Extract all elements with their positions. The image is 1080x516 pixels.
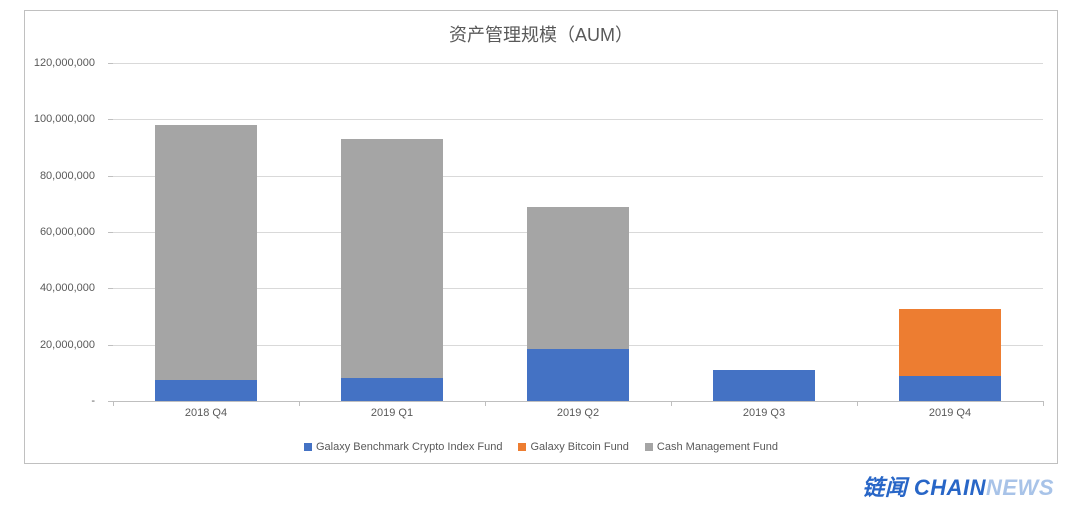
x-axis-label: 2019 Q3 xyxy=(743,407,785,419)
gridline xyxy=(113,401,1043,402)
y-tick xyxy=(108,63,113,64)
watermark-chainnews: 链闻 CHAINNEWS xyxy=(862,470,1054,502)
plot-area: -20,000,00040,000,00060,000,00080,000,00… xyxy=(113,63,1043,401)
bar-segment xyxy=(155,125,257,380)
y-axis-label: 100,000,000 xyxy=(15,113,95,125)
y-axis-label: 120,000,000 xyxy=(15,57,95,69)
bar-2019-Q2 xyxy=(527,207,629,401)
legend-swatch xyxy=(304,443,312,451)
gridline xyxy=(113,63,1043,64)
legend: Galaxy Benchmark Crypto Index Fund Galaxy… xyxy=(25,441,1057,453)
watermark-en1: CHAIN xyxy=(914,475,986,500)
bar-segment xyxy=(155,380,257,401)
bar-2019-Q1 xyxy=(341,139,443,401)
x-axis-label: 2019 Q1 xyxy=(371,407,413,419)
bar-2019-Q4 xyxy=(899,309,1001,401)
chart-title: 资产管理规模（AUM） xyxy=(25,11,1057,53)
y-tick xyxy=(108,176,113,177)
y-axis-label: - xyxy=(15,395,95,407)
y-axis-label: 20,000,000 xyxy=(15,339,95,351)
x-axis-label: 2018 Q4 xyxy=(185,407,227,419)
x-tick xyxy=(1043,401,1044,406)
legend-item: Galaxy Benchmark Crypto Index Fund xyxy=(304,441,502,453)
bar-segment xyxy=(341,139,443,378)
bar-2019-Q3 xyxy=(713,370,815,401)
x-axis-label: 2019 Q4 xyxy=(929,407,971,419)
y-axis-label: 40,000,000 xyxy=(15,282,95,294)
legend-label: Galaxy Benchmark Crypto Index Fund xyxy=(316,441,502,453)
aum-chart: 资产管理规模（AUM） -20,000,00040,000,00060,000,… xyxy=(24,10,1058,464)
bar-segment xyxy=(341,378,443,401)
legend-swatch xyxy=(645,443,653,451)
legend-label: Cash Management Fund xyxy=(657,441,778,453)
x-tick xyxy=(113,401,114,406)
legend-item: Cash Management Fund xyxy=(645,441,778,453)
legend-item: Galaxy Bitcoin Fund xyxy=(518,441,628,453)
legend-swatch xyxy=(518,443,526,451)
y-axis-label: 60,000,000 xyxy=(15,226,95,238)
bar-segment xyxy=(527,349,629,401)
bar-segment xyxy=(713,370,815,401)
watermark-cn: 链闻 xyxy=(862,475,914,500)
bar-segment xyxy=(899,309,1001,375)
x-tick xyxy=(299,401,300,406)
x-tick xyxy=(671,401,672,406)
watermark-en2: NEWS xyxy=(986,475,1054,500)
y-axis-label: 80,000,000 xyxy=(15,170,95,182)
x-tick xyxy=(857,401,858,406)
y-tick xyxy=(108,288,113,289)
y-tick xyxy=(108,232,113,233)
gridline xyxy=(113,119,1043,120)
y-tick xyxy=(108,119,113,120)
bar-segment xyxy=(527,207,629,349)
bar-2018-Q4 xyxy=(155,125,257,401)
bar-segment xyxy=(899,376,1001,401)
x-axis-label: 2019 Q2 xyxy=(557,407,599,419)
legend-label: Galaxy Bitcoin Fund xyxy=(530,441,628,453)
x-tick xyxy=(485,401,486,406)
y-tick xyxy=(108,345,113,346)
